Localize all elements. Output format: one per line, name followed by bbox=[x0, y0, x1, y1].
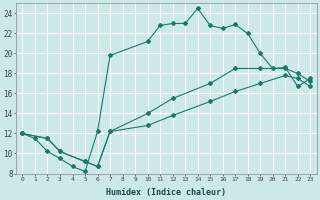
X-axis label: Humidex (Indice chaleur): Humidex (Indice chaleur) bbox=[106, 188, 226, 197]
